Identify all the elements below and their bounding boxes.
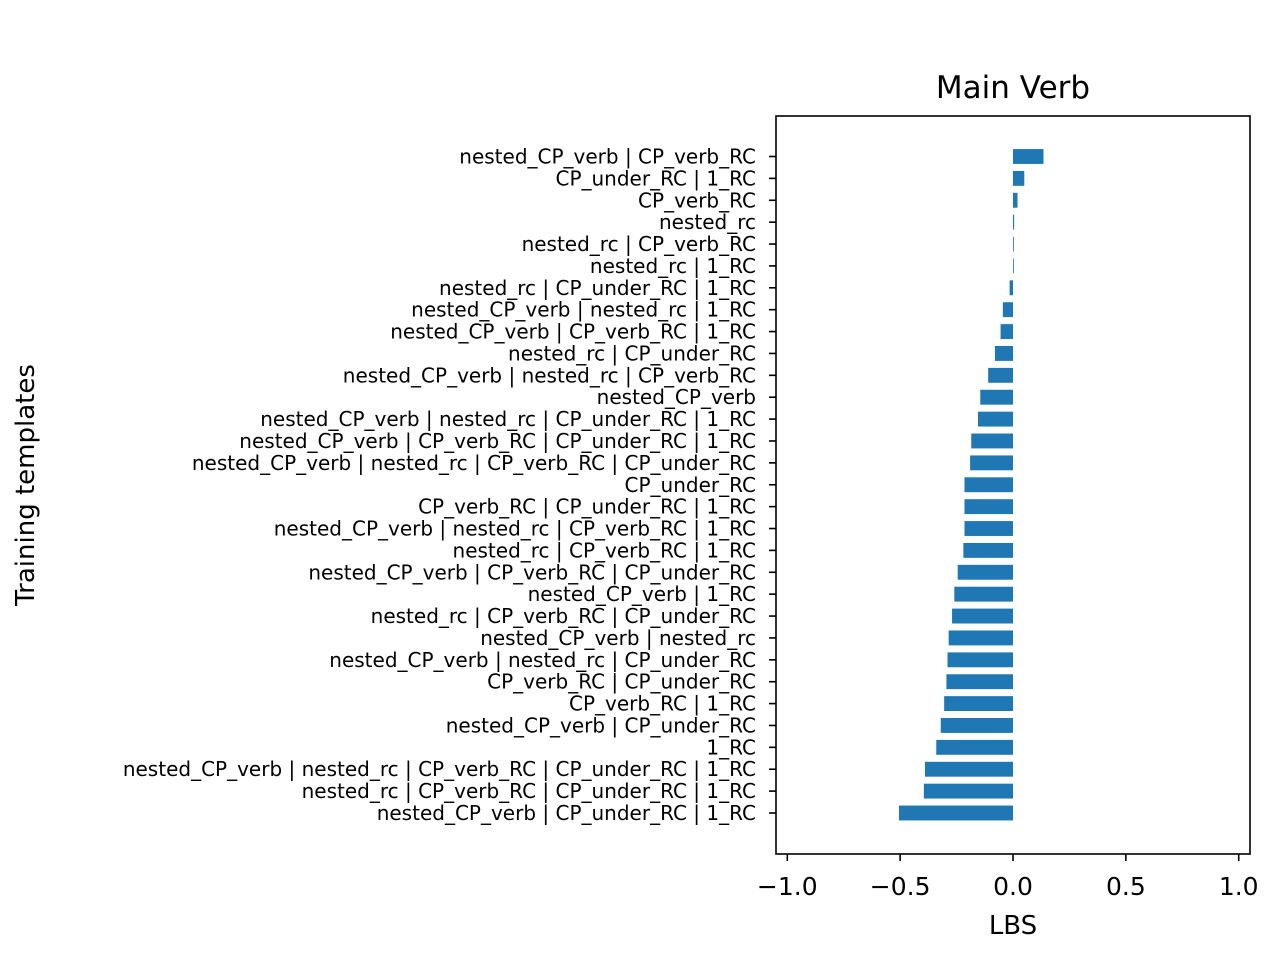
y-tick-label: nested_CP_verb | CP_verb_RC	[459, 145, 756, 169]
x-tick-label: 0.0	[993, 872, 1033, 901]
y-tick-label: nested_CP_verb | nested_rc | CP_verb_RC …	[274, 517, 756, 541]
y-tick-label: nested_rc | CP_verb_RC | CP_under_RC | 1…	[302, 779, 756, 803]
bar	[964, 477, 1013, 493]
bar	[971, 433, 1013, 449]
y-tick-label: CP_verb_RC | CP_under_RC	[487, 670, 756, 694]
y-tick-label: nested_CP_verb | nested_rc | CP_under_RC…	[260, 407, 756, 431]
y-tick-label: nested_CP_verb | CP_verb_RC | CP_under_R…	[308, 560, 756, 584]
bar	[1013, 192, 1018, 208]
y-tick-label: nested_CP_verb | nested_rc | CP_under_RC	[329, 648, 756, 672]
y-tick-label: nested_CP_verb | nested_rc | CP_verb_RC	[343, 363, 756, 387]
y-tick-label: CP_under_RC | 1_RC	[555, 166, 756, 190]
y-tick-label: nested_CP_verb | nested_rc | CP_verb_RC …	[123, 757, 756, 781]
bar	[899, 805, 1013, 821]
y-tick-label: nested_rc	[659, 210, 756, 234]
bar	[980, 389, 1013, 405]
chart-title: Main Verb	[936, 70, 1090, 106]
bar	[944, 696, 1013, 712]
x-tick-label: −0.5	[870, 872, 931, 901]
y-tick-label: nested_CP_verb | nested_rc | 1_RC	[411, 298, 756, 322]
bar	[1013, 236, 1014, 252]
bar	[957, 564, 1013, 580]
bar	[964, 499, 1013, 515]
y-tick-label: nested_CP_verb | nested_rc | CP_verb_RC …	[192, 451, 756, 475]
bar	[994, 346, 1013, 361]
y-tick-label: nested_rc | CP_verb_RC	[522, 232, 756, 256]
x-axis-ticks: −1.0 −0.5 0.0 0.5 1.0	[757, 854, 1259, 901]
y-tick-label: CP_verb_RC | 1_RC	[569, 692, 756, 716]
x-tick-label: 0.5	[1106, 872, 1146, 901]
y-tick-label: nested_CP_verb | 1_RC	[528, 582, 756, 606]
y-tick-label: nested_rc | CP_verb_RC | CP_under_RC	[371, 604, 756, 628]
y-tick-label: nested_CP_verb	[597, 385, 756, 409]
bar	[970, 455, 1013, 471]
x-axis-label: LBS	[989, 911, 1037, 941]
bar	[1013, 170, 1025, 186]
plot-frame	[775, 115, 1251, 855]
bar	[1000, 324, 1013, 340]
y-tick-label: nested_rc | 1_RC	[590, 254, 756, 278]
y-tick-label: nested_rc | CP_under_RC | 1_RC	[439, 276, 756, 300]
bar-series	[899, 149, 1044, 821]
y-tick-label: CP_verb_RC | CP_under_RC | 1_RC	[418, 495, 756, 519]
x-tick-label: −1.0	[757, 872, 818, 901]
y-tick-label: nested_rc | CP_under_RC	[508, 341, 756, 365]
y-tick-label: nested_CP_verb | CP_under_RC | 1_RC	[377, 801, 756, 825]
bar	[954, 586, 1013, 602]
bar	[948, 630, 1013, 646]
y-tick-label: CP_verb_RC	[638, 188, 756, 212]
bar	[952, 608, 1013, 624]
y-tick-label: 1_RC	[706, 735, 756, 759]
y-axis-label: Training templates	[11, 364, 41, 607]
bar	[947, 652, 1013, 668]
bar	[964, 521, 1013, 536]
bar	[1013, 258, 1014, 274]
bar	[946, 674, 1013, 690]
bar	[924, 761, 1013, 777]
bar	[1009, 280, 1013, 296]
bar	[940, 718, 1013, 733]
bar	[936, 739, 1013, 755]
bar	[963, 542, 1013, 558]
bar	[978, 411, 1013, 427]
y-tick-label: nested_CP_verb | CP_verb_RC | CP_under_R…	[239, 429, 756, 453]
y-tick-label: CP_under_RC	[625, 473, 756, 497]
bar	[988, 367, 1013, 383]
bar	[923, 783, 1013, 799]
x-tick-label: 1.0	[1219, 872, 1259, 901]
bar	[1002, 302, 1013, 318]
bar	[1013, 214, 1015, 230]
y-tick-label: nested_rc | CP_verb_RC | 1_RC	[453, 538, 756, 562]
y-tick-label: nested_CP_verb | CP_under_RC	[446, 713, 756, 737]
bar	[1013, 149, 1044, 164]
y-tick-label: nested_CP_verb | nested_rc	[480, 626, 756, 650]
y-tick-label: nested_CP_verb | CP_verb_RC | 1_RC	[390, 320, 756, 344]
